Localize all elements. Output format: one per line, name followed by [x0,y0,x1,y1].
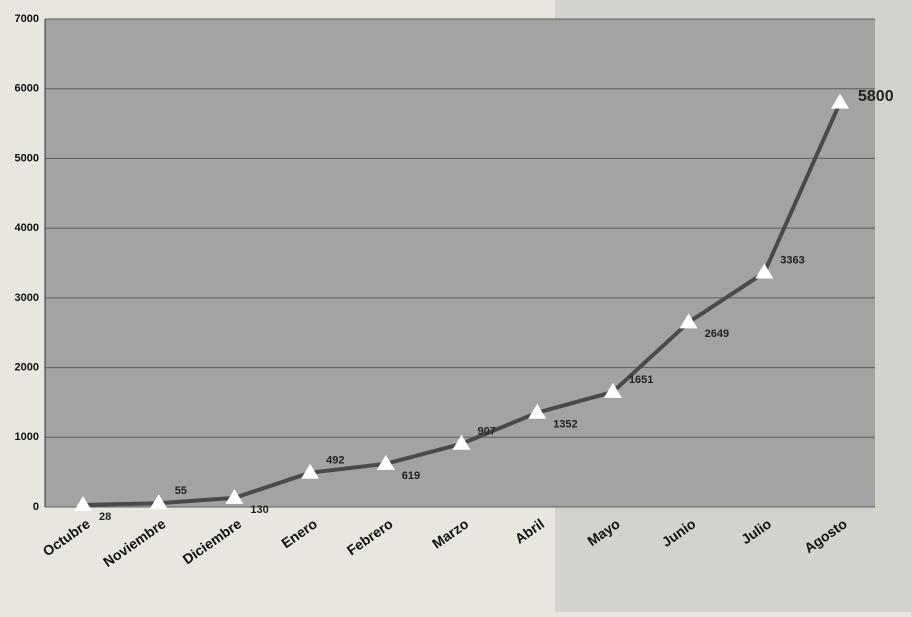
data-label: 1651 [629,374,653,386]
y-tick-label: 5000 [15,152,39,164]
data-label: 3363 [780,254,804,266]
data-label: 130 [250,504,268,516]
data-point [301,463,320,479]
y-tick-label: 0 [33,501,39,513]
data-point [376,454,395,470]
y-tick-label: 6000 [15,83,39,95]
data-label-highlight: 5800 [858,88,894,105]
data-point [225,488,244,504]
data-point [452,434,471,450]
data-label: 492 [326,455,344,467]
data-label: 55 [175,485,187,497]
data-point [679,313,698,329]
plot-area [45,19,875,507]
data-point [149,494,168,510]
y-tick-label: 4000 [15,222,39,234]
y-tick-label: 7000 [15,13,39,25]
data-point [528,403,547,419]
data-label: 619 [402,470,420,482]
data-point [74,496,92,512]
data-point [603,382,622,398]
data-point [755,263,774,279]
data-label: 28 [99,511,111,523]
data-label: 2649 [705,328,729,340]
y-tick-label: 3000 [15,292,39,304]
y-tick-label: 1000 [15,431,39,443]
data-point [831,93,849,109]
data-label: 907 [478,426,496,438]
data-label: 1352 [553,419,577,431]
y-tick-label: 2000 [15,361,39,373]
